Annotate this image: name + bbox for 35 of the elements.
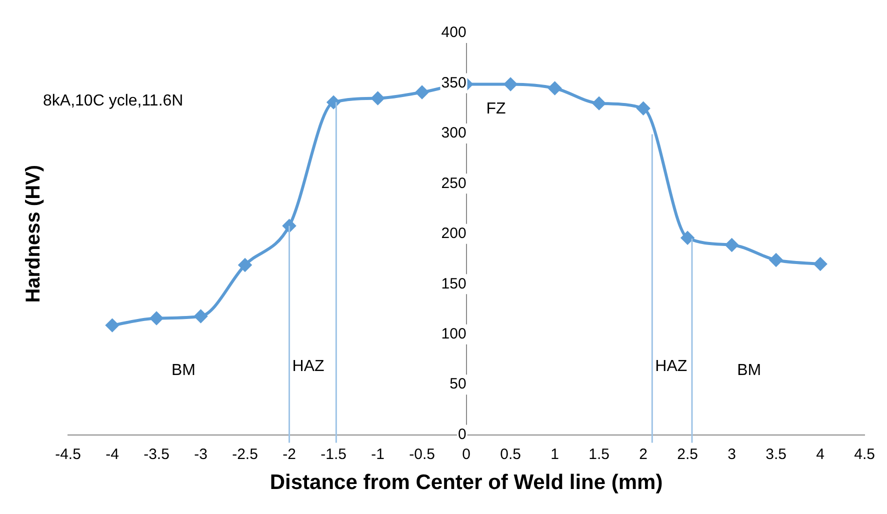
x-tick-label: -1 — [371, 446, 384, 463]
x-tick-label: 1.5 — [588, 446, 610, 463]
y-tick-label: 250 — [441, 174, 466, 192]
x-tick-label: 0.5 — [500, 446, 521, 463]
x-tick-label: -2 — [282, 446, 296, 463]
x-axis-title: Distance from Center of Weld line (mm) — [270, 471, 663, 494]
annotation: 8kA,10C ycle,11.6N — [43, 92, 184, 110]
x-tick-label: -2.5 — [232, 446, 258, 463]
y-tick-label: 50 — [450, 376, 466, 393]
x-tick-label: 1 — [550, 446, 559, 463]
x-tick-label: -3 — [194, 446, 208, 463]
y-tick-label: 200 — [441, 225, 466, 242]
y-tick-label: 100 — [441, 325, 466, 342]
x-tick-label: 3.5 — [766, 446, 786, 463]
x-tick-label: 2 — [639, 446, 648, 463]
annotation: FZ — [486, 100, 506, 118]
annotation: BM — [737, 362, 762, 379]
x-tick-label: 4.5 — [854, 446, 876, 463]
x-tick-label: -4 — [106, 446, 119, 463]
x-tick-label: -0.5 — [409, 446, 435, 463]
x-tick-label: 4 — [816, 446, 824, 463]
y-tick-label: 0 — [458, 426, 466, 443]
x-tick-label: -4.5 — [55, 446, 81, 463]
y-tick-label: 400 — [441, 24, 466, 42]
y-axis-title: Hardness (HV) — [22, 164, 45, 303]
y-tick-label: 350 — [441, 74, 466, 92]
annotation: BM — [172, 362, 196, 379]
ref-line-label: HAZ — [292, 358, 324, 375]
x-tick-label: 2.5 — [677, 446, 698, 463]
ref-line-label: HAZ — [655, 358, 688, 375]
y-tick-label: 300 — [441, 124, 466, 142]
x-tick-label: 3 — [728, 446, 736, 463]
x-tick-label: -3.5 — [144, 446, 170, 463]
y-tick-label: 150 — [441, 275, 466, 292]
x-tick-label: -1.5 — [320, 446, 346, 463]
